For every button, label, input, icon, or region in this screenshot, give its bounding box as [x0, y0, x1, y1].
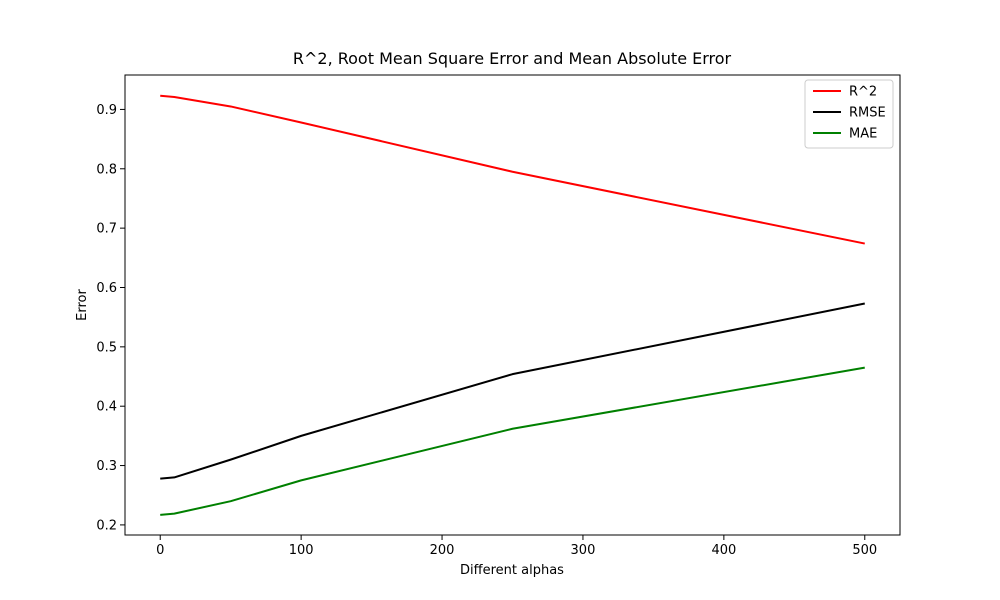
chart-title: R^2, Root Mean Square Error and Mean Abs…: [293, 49, 732, 68]
series-line-rmse: [160, 302, 865, 480]
axes-frame: [124, 74, 901, 536]
legend-label: MAE: [849, 127, 877, 142]
series-line-mae: [160, 366, 865, 516]
x-tick-label: 300: [571, 543, 596, 558]
y-tick-label: 0.3: [96, 459, 117, 474]
x-tick-label: 0: [156, 543, 164, 558]
x-tick-label: 100: [289, 543, 314, 558]
y-tick-label: 0.2: [96, 518, 117, 533]
y-axis-label: Error: [75, 289, 90, 321]
y-tick-label: 0.9: [96, 103, 117, 118]
x-tick-label: 500: [852, 543, 877, 558]
y-tick-label: 0.5: [96, 340, 117, 355]
x-tick-label: 200: [430, 543, 455, 558]
y-tick-label: 0.6: [96, 281, 117, 296]
legend-box: [804, 79, 894, 149]
x-axis-label: Different alphas: [460, 563, 564, 578]
y-tick-label: 0.8: [96, 162, 117, 177]
series-line-r-2: [160, 94, 865, 245]
x-tick-label: 400: [711, 543, 736, 558]
legend-label: R^2: [849, 85, 877, 100]
y-tick-label: 0.7: [96, 222, 117, 237]
plot-area: 0 100 200 300 400 500 0.2 0.3 0.4 0.5 0.6 0.7 0.8 0.9…: [96, 74, 901, 558]
legend-label: RMSE: [849, 106, 886, 121]
y-tick-label: 0.4: [96, 400, 117, 415]
